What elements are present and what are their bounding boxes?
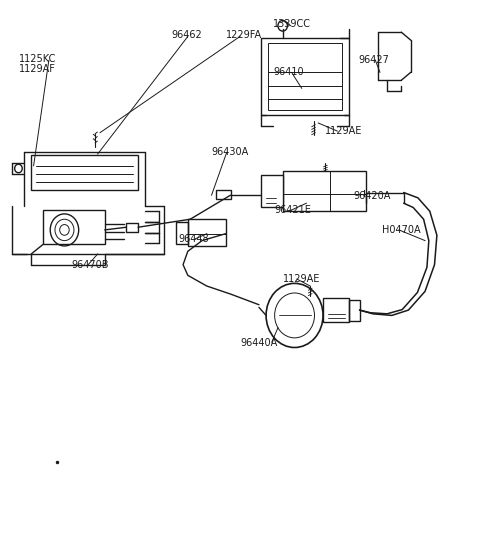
Text: 96420A: 96420A: [354, 191, 391, 201]
Bar: [261, 37, 349, 115]
Text: 96427: 96427: [359, 55, 389, 65]
Text: 1129AE: 1129AE: [325, 126, 363, 136]
Bar: [283, 171, 330, 211]
Bar: [267, 43, 343, 110]
Bar: [323, 298, 349, 322]
Text: 96448: 96448: [179, 234, 209, 244]
Text: 1339CC: 1339CC: [273, 19, 311, 29]
Bar: [283, 171, 366, 211]
Text: 1125KC: 1125KC: [19, 54, 57, 64]
Text: 96470B: 96470B: [72, 260, 109, 269]
Text: H0470A: H0470A: [383, 225, 421, 235]
Text: 96410: 96410: [273, 68, 304, 77]
Text: 1229FA: 1229FA: [226, 30, 262, 40]
Bar: [126, 223, 138, 232]
Bar: [216, 190, 230, 199]
Text: 1129AF: 1129AF: [19, 64, 56, 74]
Text: 1129AE: 1129AE: [283, 274, 320, 284]
Bar: [261, 175, 283, 207]
Text: 96421E: 96421E: [274, 205, 311, 215]
Bar: [176, 222, 188, 244]
Bar: [31, 155, 138, 190]
Bar: [188, 219, 226, 246]
Text: 96440A: 96440A: [240, 338, 277, 348]
Text: 96430A: 96430A: [212, 147, 249, 158]
Bar: [43, 210, 105, 244]
Text: 96462: 96462: [171, 30, 202, 40]
Bar: [349, 300, 360, 321]
